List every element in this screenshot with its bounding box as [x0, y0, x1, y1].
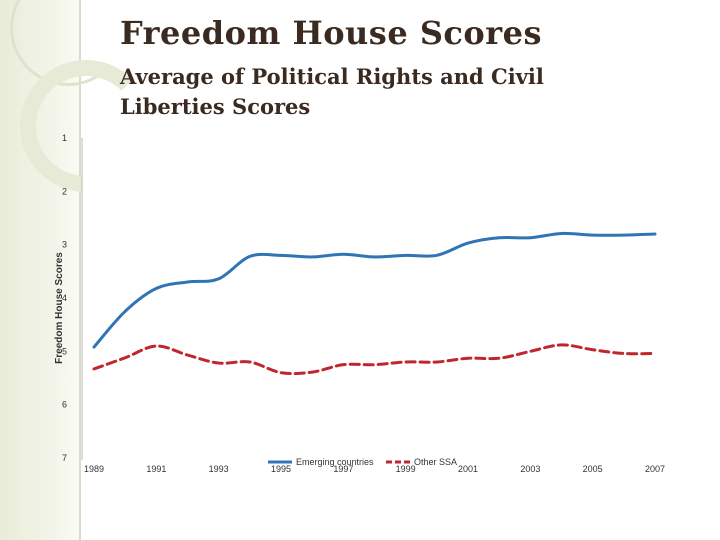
y-tick-label: 2: [62, 186, 67, 196]
plot-area: [82, 138, 690, 458]
x-tick-label: 1999: [396, 464, 416, 474]
x-tick-label: 1991: [146, 464, 166, 474]
x-tick-label: 1993: [209, 464, 229, 474]
x-tick-label: 1989: [84, 464, 104, 474]
sidebar-divider: [79, 0, 81, 540]
y-tick-label: 1: [62, 133, 67, 143]
x-tick-label: 2003: [520, 464, 540, 474]
slide-subtitle: Average of Political Rights and Civil Li…: [120, 64, 544, 119]
x-tick-label: 1995: [271, 464, 291, 474]
y-tick-label: 5: [62, 346, 67, 356]
y-tick-label: 7: [62, 453, 67, 463]
y-tick-label: 3: [62, 240, 67, 250]
legend-label-emerging-countries: Emerging countries: [296, 457, 374, 467]
y-tick-label: 6: [62, 400, 67, 410]
y-axis-label: Freedom House Scores: [54, 252, 65, 364]
y-tick-label: 4: [62, 293, 67, 303]
x-tick-label: 2005: [583, 464, 603, 474]
series-line-emerging-countries: [92, 231, 657, 349]
x-tick-label: 2007: [645, 464, 665, 474]
slide-title: Freedom House Scores: [120, 14, 542, 52]
x-tick-label: 1997: [333, 464, 353, 474]
series-line-other-ssa: [92, 343, 657, 376]
legend-label-other-ssa: Other SSA: [414, 457, 457, 467]
x-tick-label: 2001: [458, 464, 478, 474]
